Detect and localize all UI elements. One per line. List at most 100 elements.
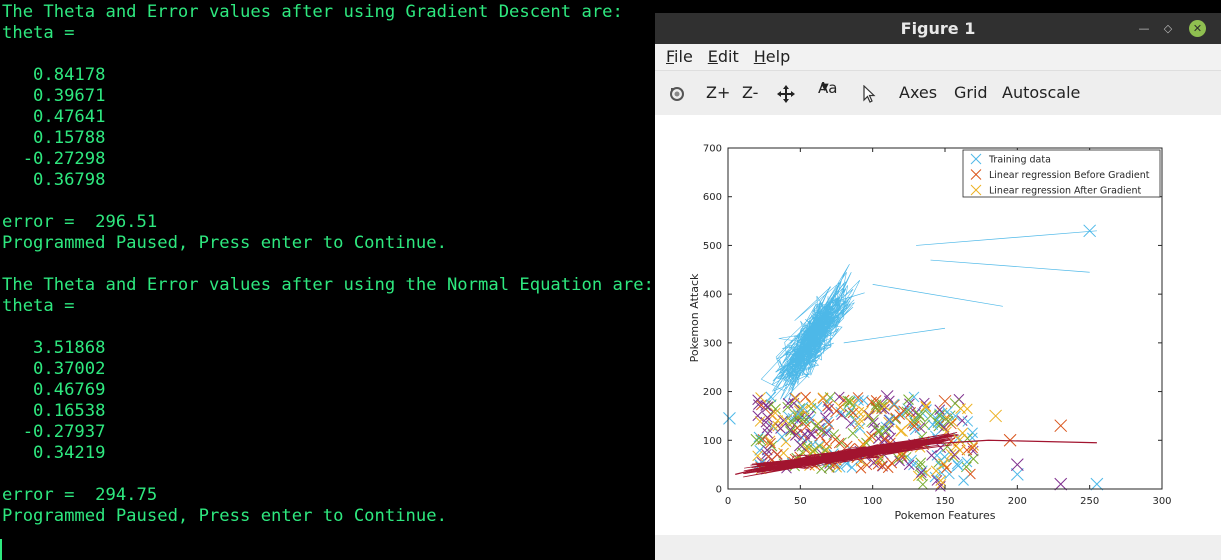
terminal-line: 0.15788: [2, 128, 106, 148]
data-marker: [772, 449, 783, 460]
menu-edit[interactable]: Edit: [707, 47, 739, 66]
data-marker: [752, 394, 763, 406]
zoom-in-button[interactable]: Z+: [706, 83, 731, 102]
y-tick-label: 600: [703, 192, 722, 203]
terminal-line: 0.37002: [2, 359, 106, 379]
grid-button[interactable]: Grid: [954, 83, 988, 102]
data-marker: [770, 403, 781, 415]
fit-line-band: [743, 432, 959, 478]
data-marker: [918, 397, 930, 409]
axes-button[interactable]: Axes: [899, 83, 938, 102]
data-marker: [882, 462, 894, 474]
figure-menubar: File Edit Help: [655, 44, 1221, 71]
data-marker: [761, 422, 773, 434]
data-marker: [935, 475, 947, 486]
terminal-line: 0.39671: [2, 86, 106, 106]
data-marker: [853, 418, 865, 430]
data-marker: [842, 395, 854, 407]
data-marker: [880, 421, 892, 433]
data-marker: [797, 404, 809, 416]
data-marker: [903, 394, 914, 405]
data-marker: [962, 416, 974, 427]
data-marker: [879, 403, 890, 415]
autoscale-button[interactable]: Autoscale: [1002, 83, 1081, 102]
data-marker: [752, 450, 764, 462]
menu-file[interactable]: File: [666, 47, 693, 66]
figure-titlebar[interactable]: Figure 1 — ◇ ✕: [655, 13, 1221, 44]
data-marker: [766, 440, 778, 452]
data-marker: [913, 409, 925, 420]
data-marker: [935, 480, 946, 492]
data-marker: [823, 419, 835, 430]
data-marker: [816, 425, 827, 437]
data-marker: [821, 438, 832, 450]
data-marker: [868, 457, 879, 469]
data-marker: [957, 427, 968, 439]
data-marker: [947, 416, 958, 428]
rotate-icon[interactable]: [668, 71, 686, 115]
x-tick-label: 250: [1080, 496, 1099, 507]
training-data-cloud: [760, 263, 865, 408]
zoom-out-button[interactable]: Z-: [742, 83, 759, 102]
training-data-segment: [872, 284, 1003, 307]
scatter-chart[interactable]: 0 50 100 150 200 250 300 0 100 200 300 400 500 600 700…: [655, 115, 1221, 535]
data-marker: [894, 409, 905, 420]
data-marker: [967, 442, 978, 454]
data-marker: [847, 407, 859, 419]
data-marker: [958, 475, 969, 486]
extra-point: [750, 433, 764, 447]
training-data-segment: [916, 230, 1097, 246]
text-icon[interactable]: Aa: [818, 79, 838, 97]
data-marker: [772, 415, 784, 426]
data-marker: [755, 434, 767, 446]
close-icon[interactable]: ✕: [1189, 20, 1206, 37]
data-marker: [790, 392, 802, 404]
terminal-line: 0.84178: [2, 65, 106, 85]
data-marker: [824, 392, 836, 403]
y-tick-label: 300: [703, 338, 722, 349]
data-marker: [784, 426, 796, 437]
data-marker: [954, 444, 966, 456]
data-marker: [968, 453, 979, 465]
x-tick-label: 100: [863, 496, 882, 507]
data-marker: [930, 465, 942, 477]
data-marker: [884, 414, 896, 426]
data-marker: [847, 427, 859, 439]
data-marker: [820, 412, 831, 423]
pan-icon[interactable]: [776, 71, 796, 115]
plot-area[interactable]: 0 50 100 150 200 250 300 0 100 200 300 400 500 600 700…: [655, 115, 1221, 535]
data-marker: [873, 426, 885, 438]
terminal-line: The Theta and Error values after using t…: [2, 275, 654, 295]
extra-point: [1054, 477, 1068, 491]
pointer-icon[interactable]: [862, 71, 876, 115]
fit-line: [735, 439, 1097, 475]
menu-help[interactable]: Help: [753, 47, 791, 66]
figure-window[interactable]: Figure 1 — ◇ ✕ File Edit Help Z+ Z- Aa ▼: [655, 13, 1221, 560]
restore-icon[interactable]: ◇: [1163, 22, 1173, 35]
x-tick-label: 150: [935, 496, 954, 507]
legend-label: Training data: [988, 155, 1051, 166]
data-marker: [835, 406, 847, 418]
data-marker: [935, 442, 946, 454]
terminal-line: The Theta and Error values after using G…: [2, 2, 623, 22]
terminal-line: [2, 44, 654, 65]
data-marker: [804, 413, 816, 425]
legend-marker: [970, 169, 982, 180]
data-marker: [823, 403, 835, 415]
data-marker: [863, 410, 875, 421]
figure-toolbar: Z+ Z- Aa ▼ Axes Grid Autoscale: [655, 71, 1221, 116]
legend-marker: [970, 184, 982, 196]
terminal-line: [2, 464, 654, 485]
minimize-icon[interactable]: —: [1138, 22, 1150, 35]
data-marker: [787, 412, 799, 424]
data-marker: [945, 448, 957, 460]
data-marker: [816, 463, 827, 475]
legend-label: Linear regression After Gradient: [989, 186, 1142, 197]
data-marker: [785, 424, 796, 435]
data-marker: [908, 420, 920, 432]
data-marker: [945, 435, 957, 447]
data-marker: [920, 400, 932, 412]
x-tick-label: 200: [1008, 496, 1027, 507]
terminal-window[interactable]: The Theta and Error values after using G…: [0, 0, 655, 560]
caret-down-icon: ▼: [821, 82, 829, 93]
